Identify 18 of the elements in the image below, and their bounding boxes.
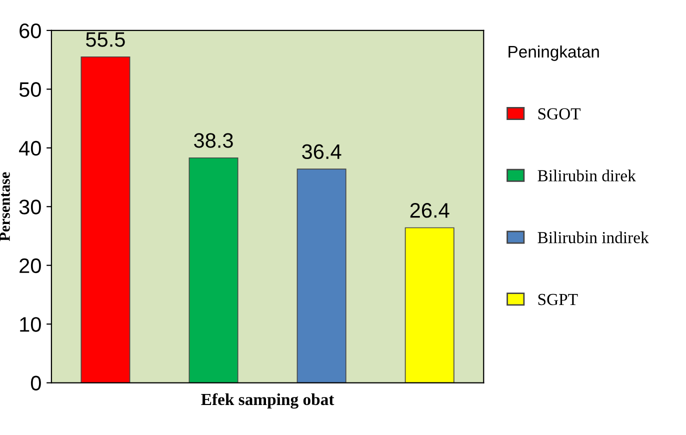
- y-tick-label: 0: [30, 376, 41, 391]
- legend-label: Bilirubin direk: [538, 170, 636, 182]
- y-tick-label: 20: [20, 258, 41, 274]
- legend-label: Bilirubin indirek: [538, 232, 649, 244]
- legend-label: SGOT: [538, 108, 581, 120]
- y-tick-label: 30: [19, 200, 41, 214]
- data-label: 55.5: [86, 32, 125, 47]
- legend-label: SGPT: [538, 294, 578, 306]
- legend-title: Peningkatan: [508, 45, 599, 61]
- data-label: 38.3: [194, 133, 233, 148]
- y-tick-label: 60: [20, 23, 41, 38]
- data-label: 36.4: [302, 144, 342, 160]
- y-tick-label: 10: [20, 317, 41, 332]
- x-axis-title: Efek samping obat: [201, 393, 334, 409]
- y-axis-title: Persentase: [0, 172, 10, 242]
- y-tick-label: 40: [19, 140, 41, 156]
- data-label: 26.4: [410, 203, 450, 218]
- y-tick-label: 50: [19, 82, 41, 97]
